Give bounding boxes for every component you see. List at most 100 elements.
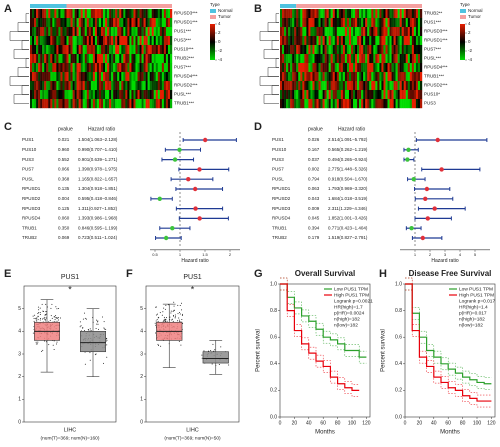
hr-label: 1.684(1.018−3.519) — [328, 196, 368, 201]
hr-point — [424, 186, 430, 192]
gene-label: PUS7 — [22, 167, 34, 172]
heatmap-cell — [121, 72, 124, 82]
heatmap-cell — [363, 99, 366, 109]
heatmap-cell — [74, 54, 77, 64]
gene-label: PUSL — [272, 176, 284, 181]
x-tick-label: 80 — [335, 420, 341, 426]
heatmap-cell — [52, 54, 55, 64]
heatmap-cell — [56, 36, 59, 46]
heatmap-cell — [127, 9, 130, 19]
heatmap-cell — [101, 54, 104, 64]
heatmap-cell — [298, 18, 301, 28]
heatmap-cell — [413, 90, 417, 100]
heatmap-cell — [405, 45, 408, 55]
heatmap-cell — [46, 90, 49, 100]
heatmap-cell — [60, 90, 63, 100]
heatmap-cell — [304, 18, 307, 28]
heatmap-cell — [92, 45, 96, 55]
heatmap-cell — [413, 18, 417, 28]
row-label: PUS3*** — [174, 38, 191, 43]
heatmap-cell — [72, 54, 75, 64]
heatmap-cell — [314, 90, 317, 100]
heatmap-cell — [292, 45, 295, 55]
heatmap-cell — [334, 18, 337, 28]
heatmap-cell — [401, 45, 404, 55]
heatmap-cell — [316, 36, 319, 46]
heatmap-cell — [381, 45, 384, 55]
heatmap-cell — [411, 36, 415, 46]
heatmap-cell — [115, 72, 118, 82]
heatmap-cell — [375, 54, 378, 64]
heatmap-cell — [78, 9, 81, 19]
heatmap-cell — [330, 9, 333, 19]
heatmap-cell — [137, 99, 140, 109]
x-tick-label: 40 — [431, 420, 437, 426]
heatmap-cell — [76, 54, 79, 64]
heatmap-cell — [399, 18, 402, 28]
heatmap-cell — [383, 63, 386, 73]
heatmap-cell — [109, 18, 112, 28]
heatmap-cell — [298, 99, 301, 109]
heatmap-cell — [300, 90, 303, 100]
jitter-point — [51, 303, 53, 305]
heatmap-cell — [129, 81, 132, 91]
jitter-point — [45, 311, 47, 313]
jitter-point — [45, 317, 47, 319]
heatmap-cell — [377, 99, 380, 109]
heatmap-cell — [80, 90, 83, 100]
heatmap-cell — [94, 63, 98, 73]
heatmap-cell — [74, 90, 77, 100]
panel-letter: E — [4, 268, 11, 280]
heatmap-cell — [338, 90, 342, 100]
heatmap-cell — [389, 27, 392, 37]
heatmap-cell — [44, 36, 47, 46]
heatmap-cell — [359, 18, 362, 28]
heatmap-cell — [286, 63, 289, 73]
heatmap-cell — [332, 27, 335, 37]
heatmap-cell — [131, 36, 134, 46]
heatmap-cell — [391, 18, 394, 28]
heatmap-cell — [36, 18, 39, 28]
survival-curve — [280, 283, 360, 391]
heatmap-cell — [338, 27, 342, 37]
heatmap-cell — [314, 9, 317, 19]
heatmap-cell — [54, 99, 57, 109]
heatmap-cell — [62, 9, 65, 19]
heatmap-cell — [123, 36, 126, 46]
heatmap-cell — [387, 81, 390, 91]
jitter-point — [218, 363, 220, 365]
gene-label: PUS3 — [22, 157, 34, 162]
heatmap-cell — [125, 9, 128, 19]
heatmap-cell — [292, 90, 295, 100]
jitter-point — [55, 306, 57, 308]
jitter-point — [178, 340, 180, 342]
heatmap-cell — [113, 81, 116, 91]
x-axis-label: Hazard ratio — [431, 258, 458, 264]
heatmap-cell — [123, 45, 126, 55]
heatmap-cell — [52, 36, 55, 46]
heatmap-cell — [155, 90, 158, 100]
dendrogram — [21, 85, 29, 95]
heatmap-cell — [78, 36, 81, 46]
heatmap-cell — [419, 45, 423, 55]
heatmap-cell — [64, 36, 67, 46]
jitter-point — [97, 323, 99, 325]
heatmap-cell — [381, 54, 384, 64]
heatmap-cell — [300, 99, 303, 109]
box — [202, 351, 229, 364]
heatmap-cell — [137, 54, 140, 64]
jitter-point — [95, 353, 97, 355]
heatmap-cell — [94, 54, 98, 64]
heatmap-cell — [72, 45, 75, 55]
heatmap-cell — [373, 36, 376, 46]
heatmap-cell — [64, 9, 67, 19]
heatmap-cell — [284, 54, 287, 64]
heatmap-cell — [367, 54, 370, 64]
dendrogram — [259, 76, 279, 86]
heatmap-cell — [88, 36, 92, 46]
heatmap-cell — [355, 63, 358, 73]
heatmap-cell — [415, 90, 419, 100]
heatmap-cell — [286, 18, 289, 28]
heatmap-cell — [127, 27, 130, 37]
heatmap-cell — [46, 99, 49, 109]
